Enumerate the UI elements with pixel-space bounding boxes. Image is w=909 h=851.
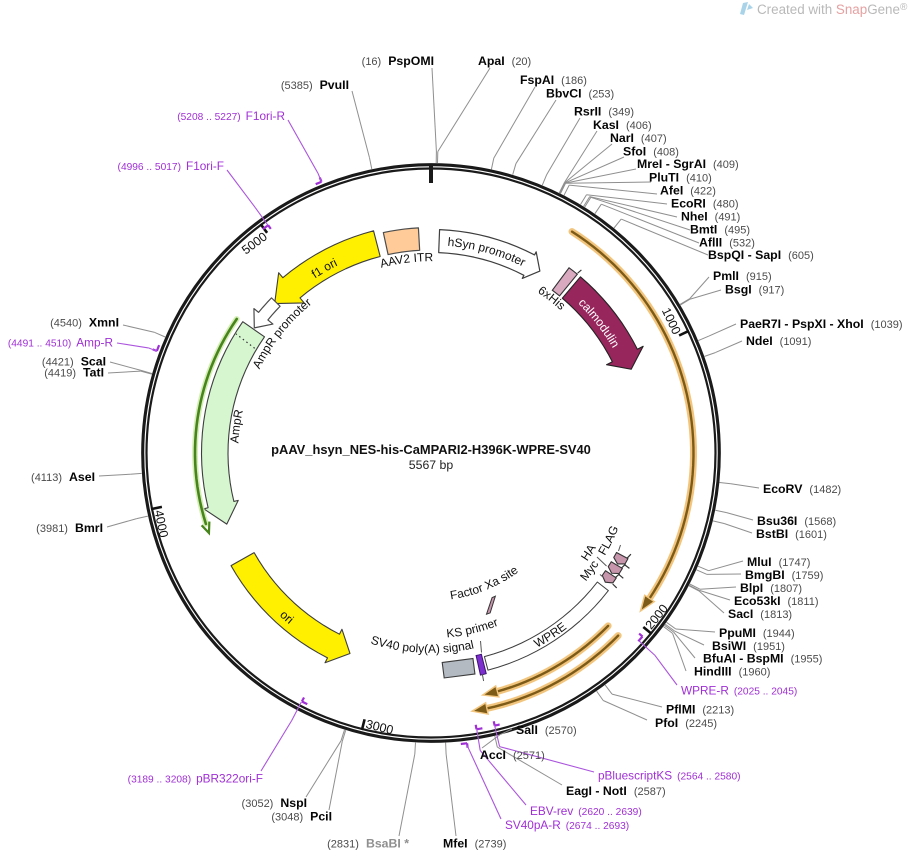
svg-text:(5385)PvuII: (5385) PvuII — [281, 78, 349, 92]
svg-text:(4996 .. 5017)F1ori-F: (4996 .. 5017) F1ori-F — [118, 159, 224, 173]
svg-text:EBV-rev(2620 .. 2639): EBV-rev (2620 .. 2639) — [530, 804, 642, 818]
svg-text:(16)PspOMI: (16) PspOMI — [362, 54, 434, 68]
svg-text:BfuAI - BspMI(1955): BfuAI - BspMI (1955) — [703, 651, 822, 665]
svg-text:MfeI(2739): MfeI (2739) — [443, 836, 506, 850]
svg-text:EagI - NotI(2587): EagI - NotI (2587) — [566, 784, 666, 798]
svg-text:(5208 .. 5227)F1ori-R: (5208 .. 5227) F1ori-R — [177, 109, 285, 123]
svg-text:EcoRV(1482): EcoRV (1482) — [763, 482, 841, 496]
svg-text:(2831)BsaBI *: (2831) BsaBI * — [327, 836, 409, 850]
svg-text:5567 bp: 5567 bp — [409, 458, 454, 472]
svg-text:EcoRI(480): EcoRI (480) — [671, 196, 739, 210]
svg-text:BspQI - SapI(605): BspQI - SapI (605) — [708, 248, 814, 262]
svg-text:AccI(2571): AccI (2571) — [480, 748, 545, 762]
svg-text:NdeI(1091): NdeI (1091) — [746, 334, 811, 348]
svg-text:Bsu36I(1568): Bsu36I (1568) — [757, 514, 836, 528]
svg-text:FspAI(186): FspAI (186) — [520, 73, 587, 87]
svg-text:SalI(2570): SalI (2570) — [516, 723, 577, 737]
svg-text:(4419)TatI: (4419) TatI — [44, 365, 104, 379]
svg-text:BmgBI(1759): BmgBI (1759) — [745, 568, 823, 582]
svg-text:SV40pA-R(2674 .. 2693): SV40pA-R (2674 .. 2693) — [505, 818, 629, 832]
svg-text:(4540)XmnI: (4540) XmnI — [50, 315, 119, 329]
svg-text:(3981)BmrI: (3981) BmrI — [36, 521, 103, 535]
svg-text:Created with SnapGene®: Created with SnapGene® — [757, 2, 908, 17]
svg-text:(4113)AseI: (4113) AseI — [31, 470, 95, 484]
svg-text:MreI - SgrAI(409): MreI - SgrAI (409) — [637, 157, 739, 171]
svg-text:(3052)NspI: (3052) NspI — [242, 796, 307, 810]
svg-text:PaeR7I - PspXI - XhoI(1039): PaeR7I - PspXI - XhoI (1039) — [740, 317, 902, 331]
svg-text:SacI(1813): SacI (1813) — [728, 607, 792, 621]
svg-text:MluI(1747): MluI (1747) — [747, 555, 810, 569]
svg-text:WPRE-R(2025 .. 2045): WPRE-R (2025 .. 2045) — [681, 683, 797, 697]
svg-text:(4421)ScaI: (4421) ScaI — [42, 354, 106, 368]
svg-text:Eco53kI(1811): Eco53kI (1811) — [734, 594, 818, 608]
svg-text:PfoI(2245): PfoI (2245) — [655, 716, 717, 730]
svg-text:(3048)PciI: (3048) PciI — [271, 809, 332, 823]
svg-text:pAAV_hsyn_NES-his-CaMPARI2-H39: pAAV_hsyn_NES-his-CaMPARI2-H396K-WPRE-SV… — [271, 442, 591, 457]
svg-text:BbvCI(253): BbvCI (253) — [546, 86, 614, 100]
svg-text:ApaI(20): ApaI (20) — [478, 54, 531, 68]
svg-text:BlpI(1807): BlpI (1807) — [740, 581, 802, 595]
svg-text:4000: 4000 — [152, 509, 171, 539]
svg-text:(4491 .. 4510)Amp-R: (4491 .. 4510) Amp-R — [8, 335, 113, 349]
svg-text:3000: 3000 — [364, 717, 394, 737]
svg-text:pBluescriptKS(2564 .. 2580): pBluescriptKS (2564 .. 2580) — [598, 768, 741, 782]
svg-text:(3189 .. 3208)pBR322ori-F: (3189 .. 3208) pBR322ori-F — [128, 771, 263, 785]
